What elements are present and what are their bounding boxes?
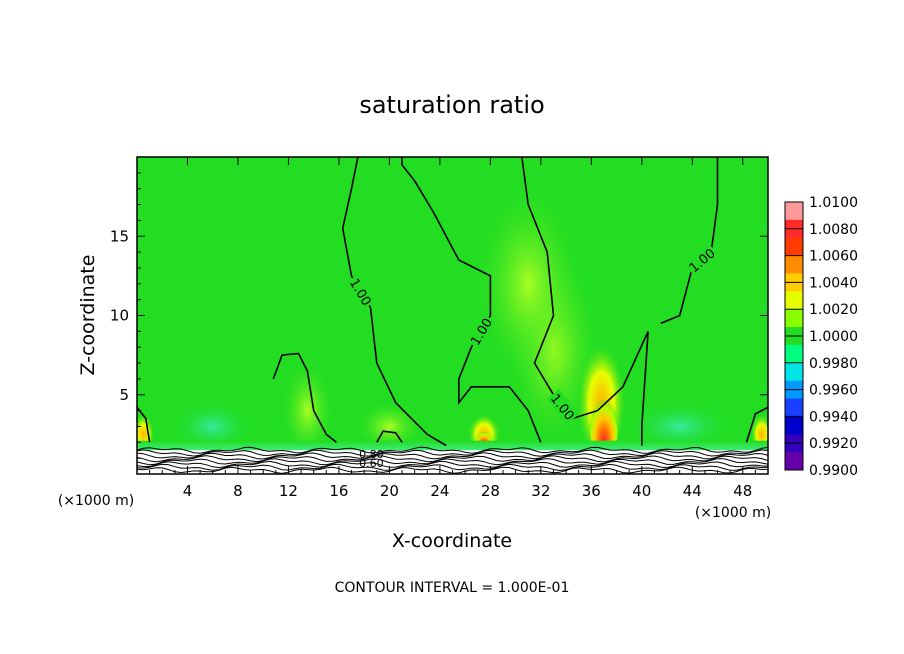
colorbar-segment	[785, 344, 803, 364]
contour-label-bg	[684, 243, 720, 277]
terrain-contour	[137, 446, 768, 454]
y-axis-ticks: 5 10 15	[110, 172, 768, 459]
contour-line	[745, 406, 768, 443]
colorbar-label: 1.0040	[809, 275, 858, 291]
colorbar-label: 1.0060	[809, 249, 858, 265]
colorbar-segment	[785, 202, 803, 221]
x-tick-label: 20	[380, 482, 399, 500]
terrain-label: 0.80	[359, 448, 384, 461]
field-shade	[282, 363, 333, 459]
colorbar-segment	[785, 362, 803, 382]
x-tick-label: 40	[632, 482, 651, 500]
y-tick-label: 15	[110, 227, 129, 245]
colorbar-label: 0.9980	[809, 356, 858, 372]
colorbar-label: 1.0000	[809, 329, 858, 345]
colorbar-segment	[785, 452, 803, 471]
field-shade	[629, 402, 731, 451]
terrain-contour	[137, 463, 768, 472]
contour-label-bg	[465, 313, 496, 350]
colorbar: 1.0100 1.0080 1.0060 1.0040 1.0020 1.0000 0.99…	[784, 195, 858, 479]
colorbar-segment	[785, 398, 803, 417]
x-unit-label-left: (×1000 m)	[58, 493, 134, 509]
contour-label-bg	[546, 389, 580, 425]
colorbar-label: 0.9900	[809, 463, 858, 479]
x-tick-label: 32	[531, 482, 550, 500]
colorbar-segment	[785, 291, 803, 310]
colorbar-label: 1.0020	[809, 302, 858, 318]
near-ground-band	[137, 440, 768, 452]
y-tick-label: 10	[110, 307, 129, 325]
contour-label-bg	[345, 273, 377, 310]
field-shading	[137, 188, 768, 474]
colorbar-segment	[785, 309, 803, 328]
colorbar-segment	[785, 255, 803, 274]
x-tick-label: 24	[430, 482, 449, 500]
colorbar-segment	[785, 237, 803, 257]
contour-interval-footer: CONTOUR INTERVAL = 1.000E-01	[335, 580, 570, 596]
contour-line	[376, 430, 403, 443]
field-shade	[357, 402, 421, 451]
x-tick-label: 8	[233, 482, 243, 500]
colorbar-label: 1.0100	[809, 195, 858, 211]
x-tick-label: 48	[733, 482, 752, 500]
terrain-contour	[137, 458, 768, 466]
field-shade	[174, 402, 251, 451]
x-unit-label-right: (×1000 m)	[695, 505, 771, 521]
colorbar-segment	[785, 416, 803, 435]
x-axis-label: X-coordinate	[392, 530, 512, 552]
x-tick-label: 16	[329, 482, 348, 500]
terrain-contour	[137, 449, 768, 457]
field-shade	[477, 188, 579, 379]
y-axis-label: Z-coordinate	[77, 255, 99, 376]
chart-title: saturation ratio	[359, 91, 544, 119]
contour-line	[341, 157, 447, 447]
terrain-contour	[137, 455, 768, 463]
colorbar-label: 0.9920	[809, 436, 858, 452]
x-tick-label: 4	[183, 482, 193, 500]
contour-line	[272, 352, 337, 443]
x-tick-label: 28	[481, 482, 500, 500]
y-tick-label: 5	[119, 386, 129, 404]
x-axis-ticks: 4 8 12 16 20 24 28 32 36 40 44 48	[149, 157, 756, 500]
x-tick-label: 12	[279, 482, 298, 500]
colorbar-label: 0.9960	[809, 383, 858, 399]
x-tick-label: 36	[582, 482, 601, 500]
terrain-label: 0.60	[359, 457, 384, 470]
terrain-contour	[137, 452, 768, 460]
plot-area: 1.001.001.001.00 0.800.60	[137, 157, 768, 474]
colorbar-label: 1.0080	[809, 222, 858, 238]
x-tick-label: 44	[683, 482, 702, 500]
terrain-contour	[137, 460, 768, 469]
colorbar-label: 0.9940	[809, 409, 858, 425]
